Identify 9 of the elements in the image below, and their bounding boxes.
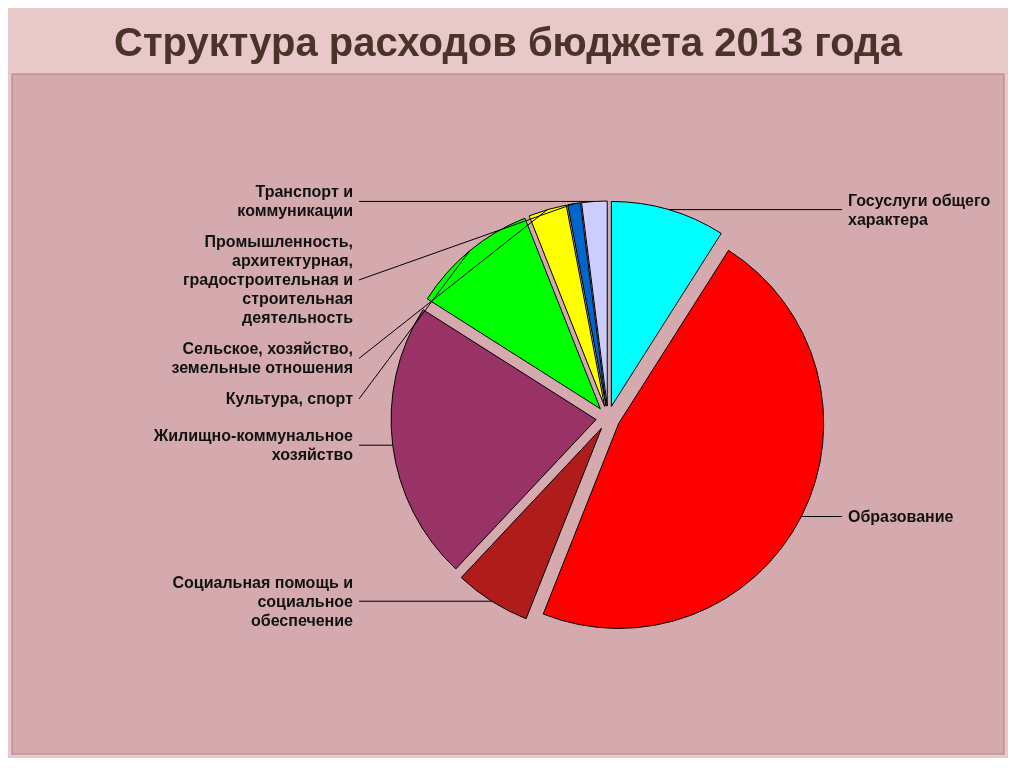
slice-label: Сельское, хозяйство, земельные отношения <box>171 340 353 377</box>
slice-label: Образование <box>848 508 954 526</box>
slice-label: Жилищно-коммунальное хозяйство <box>152 427 354 464</box>
slice-label: Культура, спорт <box>225 390 354 408</box>
slice-label: Транспорт и коммуникации <box>237 183 353 220</box>
slice-label: Промышленность, архитектурная, градостроительная и строительная деятельность <box>182 233 354 327</box>
slice-label: Госуслуги общего характера <box>848 191 991 228</box>
chart-title: Структура расходов бюджета 2013 года <box>114 20 903 64</box>
slice-label: Социальная помощь и социальное обеспечение <box>172 573 354 629</box>
